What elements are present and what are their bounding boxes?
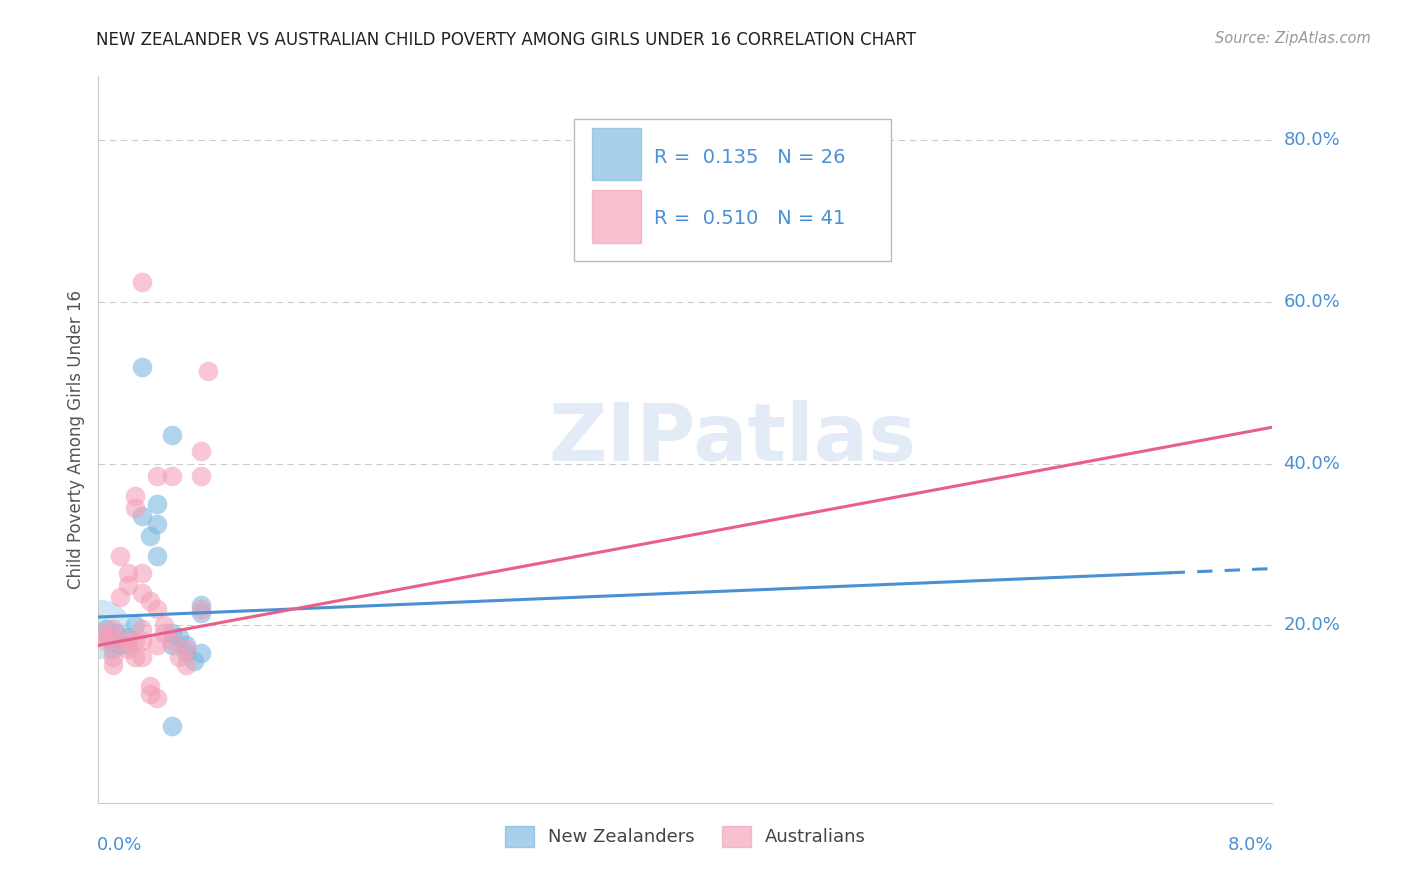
Text: 8.0%: 8.0% <box>1227 836 1274 854</box>
Point <box>131 359 153 374</box>
Text: NEW ZEALANDER VS AUSTRALIAN CHILD POVERTY AMONG GIRLS UNDER 16 CORRELATION CHART: NEW ZEALANDER VS AUSTRALIAN CHILD POVERT… <box>96 31 915 49</box>
Point <box>110 549 132 564</box>
Point <box>94 634 117 648</box>
Point <box>167 630 190 644</box>
Text: 80.0%: 80.0% <box>1284 131 1340 150</box>
Point <box>131 622 153 636</box>
Point <box>101 650 124 665</box>
Legend: New Zealanders, Australians: New Zealanders, Australians <box>496 817 875 855</box>
Point <box>110 634 132 648</box>
Point <box>139 594 162 608</box>
Point <box>167 650 190 665</box>
Point <box>160 638 183 652</box>
Point <box>190 598 212 612</box>
Point <box>90 622 112 636</box>
Text: ZIPatlas: ZIPatlas <box>548 401 917 478</box>
Point <box>117 634 139 648</box>
Point <box>146 602 169 616</box>
Point <box>176 646 198 660</box>
Point <box>183 655 205 669</box>
Point <box>94 622 117 636</box>
Point <box>117 630 139 644</box>
Text: R =  0.135   N = 26: R = 0.135 N = 26 <box>654 148 845 167</box>
Point <box>190 646 212 660</box>
Point <box>146 690 169 705</box>
Point <box>105 626 128 640</box>
Point <box>124 634 146 648</box>
Point <box>131 509 153 524</box>
Point <box>146 517 169 532</box>
Point <box>139 529 162 543</box>
Point <box>176 642 198 657</box>
Point <box>146 497 169 511</box>
Point <box>117 638 139 652</box>
Point <box>101 658 124 673</box>
Point <box>124 500 146 515</box>
Point <box>146 638 169 652</box>
Point <box>176 658 198 673</box>
Point <box>190 602 212 616</box>
Point <box>117 578 139 592</box>
Point <box>110 590 132 604</box>
Text: 60.0%: 60.0% <box>1284 293 1340 311</box>
Text: 0.0%: 0.0% <box>97 836 142 854</box>
Point <box>91 626 114 640</box>
Point <box>101 634 124 648</box>
Point <box>176 638 198 652</box>
Point <box>98 630 121 644</box>
Point <box>146 468 169 483</box>
Bar <box>592 190 641 243</box>
Point <box>101 622 124 636</box>
Text: R =  0.510   N = 41: R = 0.510 N = 41 <box>654 209 845 228</box>
Point <box>97 630 120 644</box>
Point <box>190 468 212 483</box>
Text: Source: ZipAtlas.com: Source: ZipAtlas.com <box>1215 31 1371 46</box>
Point <box>160 428 183 442</box>
Point <box>139 687 162 701</box>
FancyBboxPatch shape <box>574 120 891 261</box>
Point <box>124 650 146 665</box>
Text: 20.0%: 20.0% <box>1284 616 1340 634</box>
Bar <box>592 128 641 180</box>
Point <box>190 444 212 458</box>
Point <box>139 679 162 693</box>
Point <box>160 719 183 733</box>
Point <box>160 634 183 648</box>
Point <box>160 626 183 640</box>
Point <box>160 468 183 483</box>
Point <box>131 634 153 648</box>
Point <box>117 566 139 580</box>
Point <box>131 566 153 580</box>
Point <box>117 642 139 657</box>
Text: 40.0%: 40.0% <box>1284 455 1340 473</box>
Point <box>153 626 176 640</box>
Point <box>131 275 153 289</box>
Y-axis label: Child Poverty Among Girls Under 16: Child Poverty Among Girls Under 16 <box>66 290 84 589</box>
Point <box>124 489 146 503</box>
Point <box>124 618 146 632</box>
Point <box>153 618 176 632</box>
Point <box>110 638 132 652</box>
Point <box>146 549 169 564</box>
Point <box>101 642 124 657</box>
Point <box>197 364 219 378</box>
Point <box>190 606 212 620</box>
Point <box>131 586 153 600</box>
Point <box>131 650 153 665</box>
